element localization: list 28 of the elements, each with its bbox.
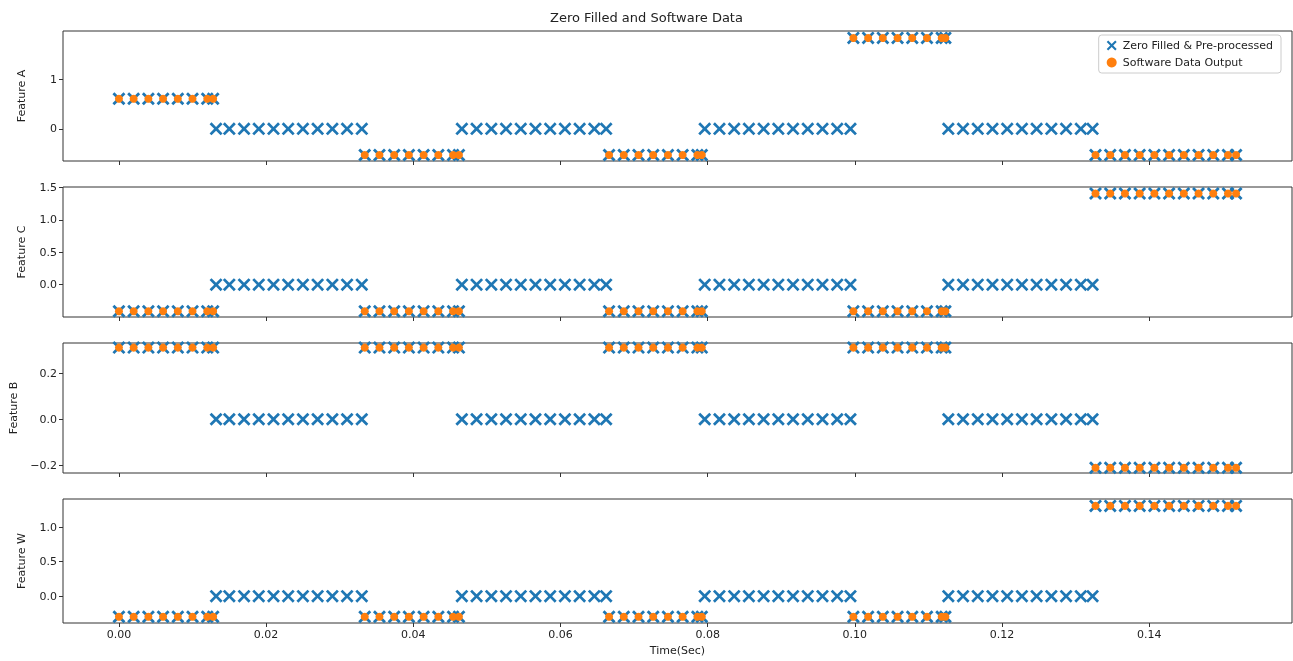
x-tick-label: 0.10 [842, 628, 868, 641]
x-tick-label: 0.06 [548, 628, 573, 641]
y-tick-label: 0.0 [39, 412, 57, 426]
x-tick-label: 0.00 [106, 628, 132, 641]
x-tick-label: 0.12 [989, 628, 1015, 641]
chart-title: Zero Filled and Software Data [550, 10, 743, 25]
x-tick-label: 0.02 [253, 628, 279, 641]
y-axis-title: Feature C [15, 225, 28, 279]
legend-label: Software Data Output [1122, 56, 1244, 69]
x-axis-title: Time(Sec) [648, 644, 706, 657]
y-axis-title: Feature B [7, 381, 21, 435]
y-tick-label: 1 [50, 72, 57, 86]
y-tick-label: 0.0 [39, 278, 57, 292]
y-tick-label: 1.5 [39, 181, 57, 195]
y-tick-label: 0 [50, 122, 57, 136]
x-tick-label: 0.08 [695, 628, 720, 641]
y-tick-label: 0.5 [39, 245, 57, 259]
y-axis-title: Feature W [15, 532, 28, 589]
y-axis-title: Feature A [15, 69, 28, 123]
x-tick-label: 0.14 [1136, 628, 1162, 641]
y-tick-label: 1.0 [39, 213, 57, 227]
y-tick-label: 0.0 [39, 589, 57, 603]
y-tick-label: 0.5 [39, 555, 57, 569]
legend-label: Zero Filled & Pre-processed [1122, 39, 1274, 52]
y-tick-label: −0.2 [30, 458, 57, 472]
y-tick-label: 0.2 [39, 366, 57, 380]
y-tick-label: 1.0 [39, 520, 57, 534]
x-tick-label: 0.04 [401, 628, 426, 641]
